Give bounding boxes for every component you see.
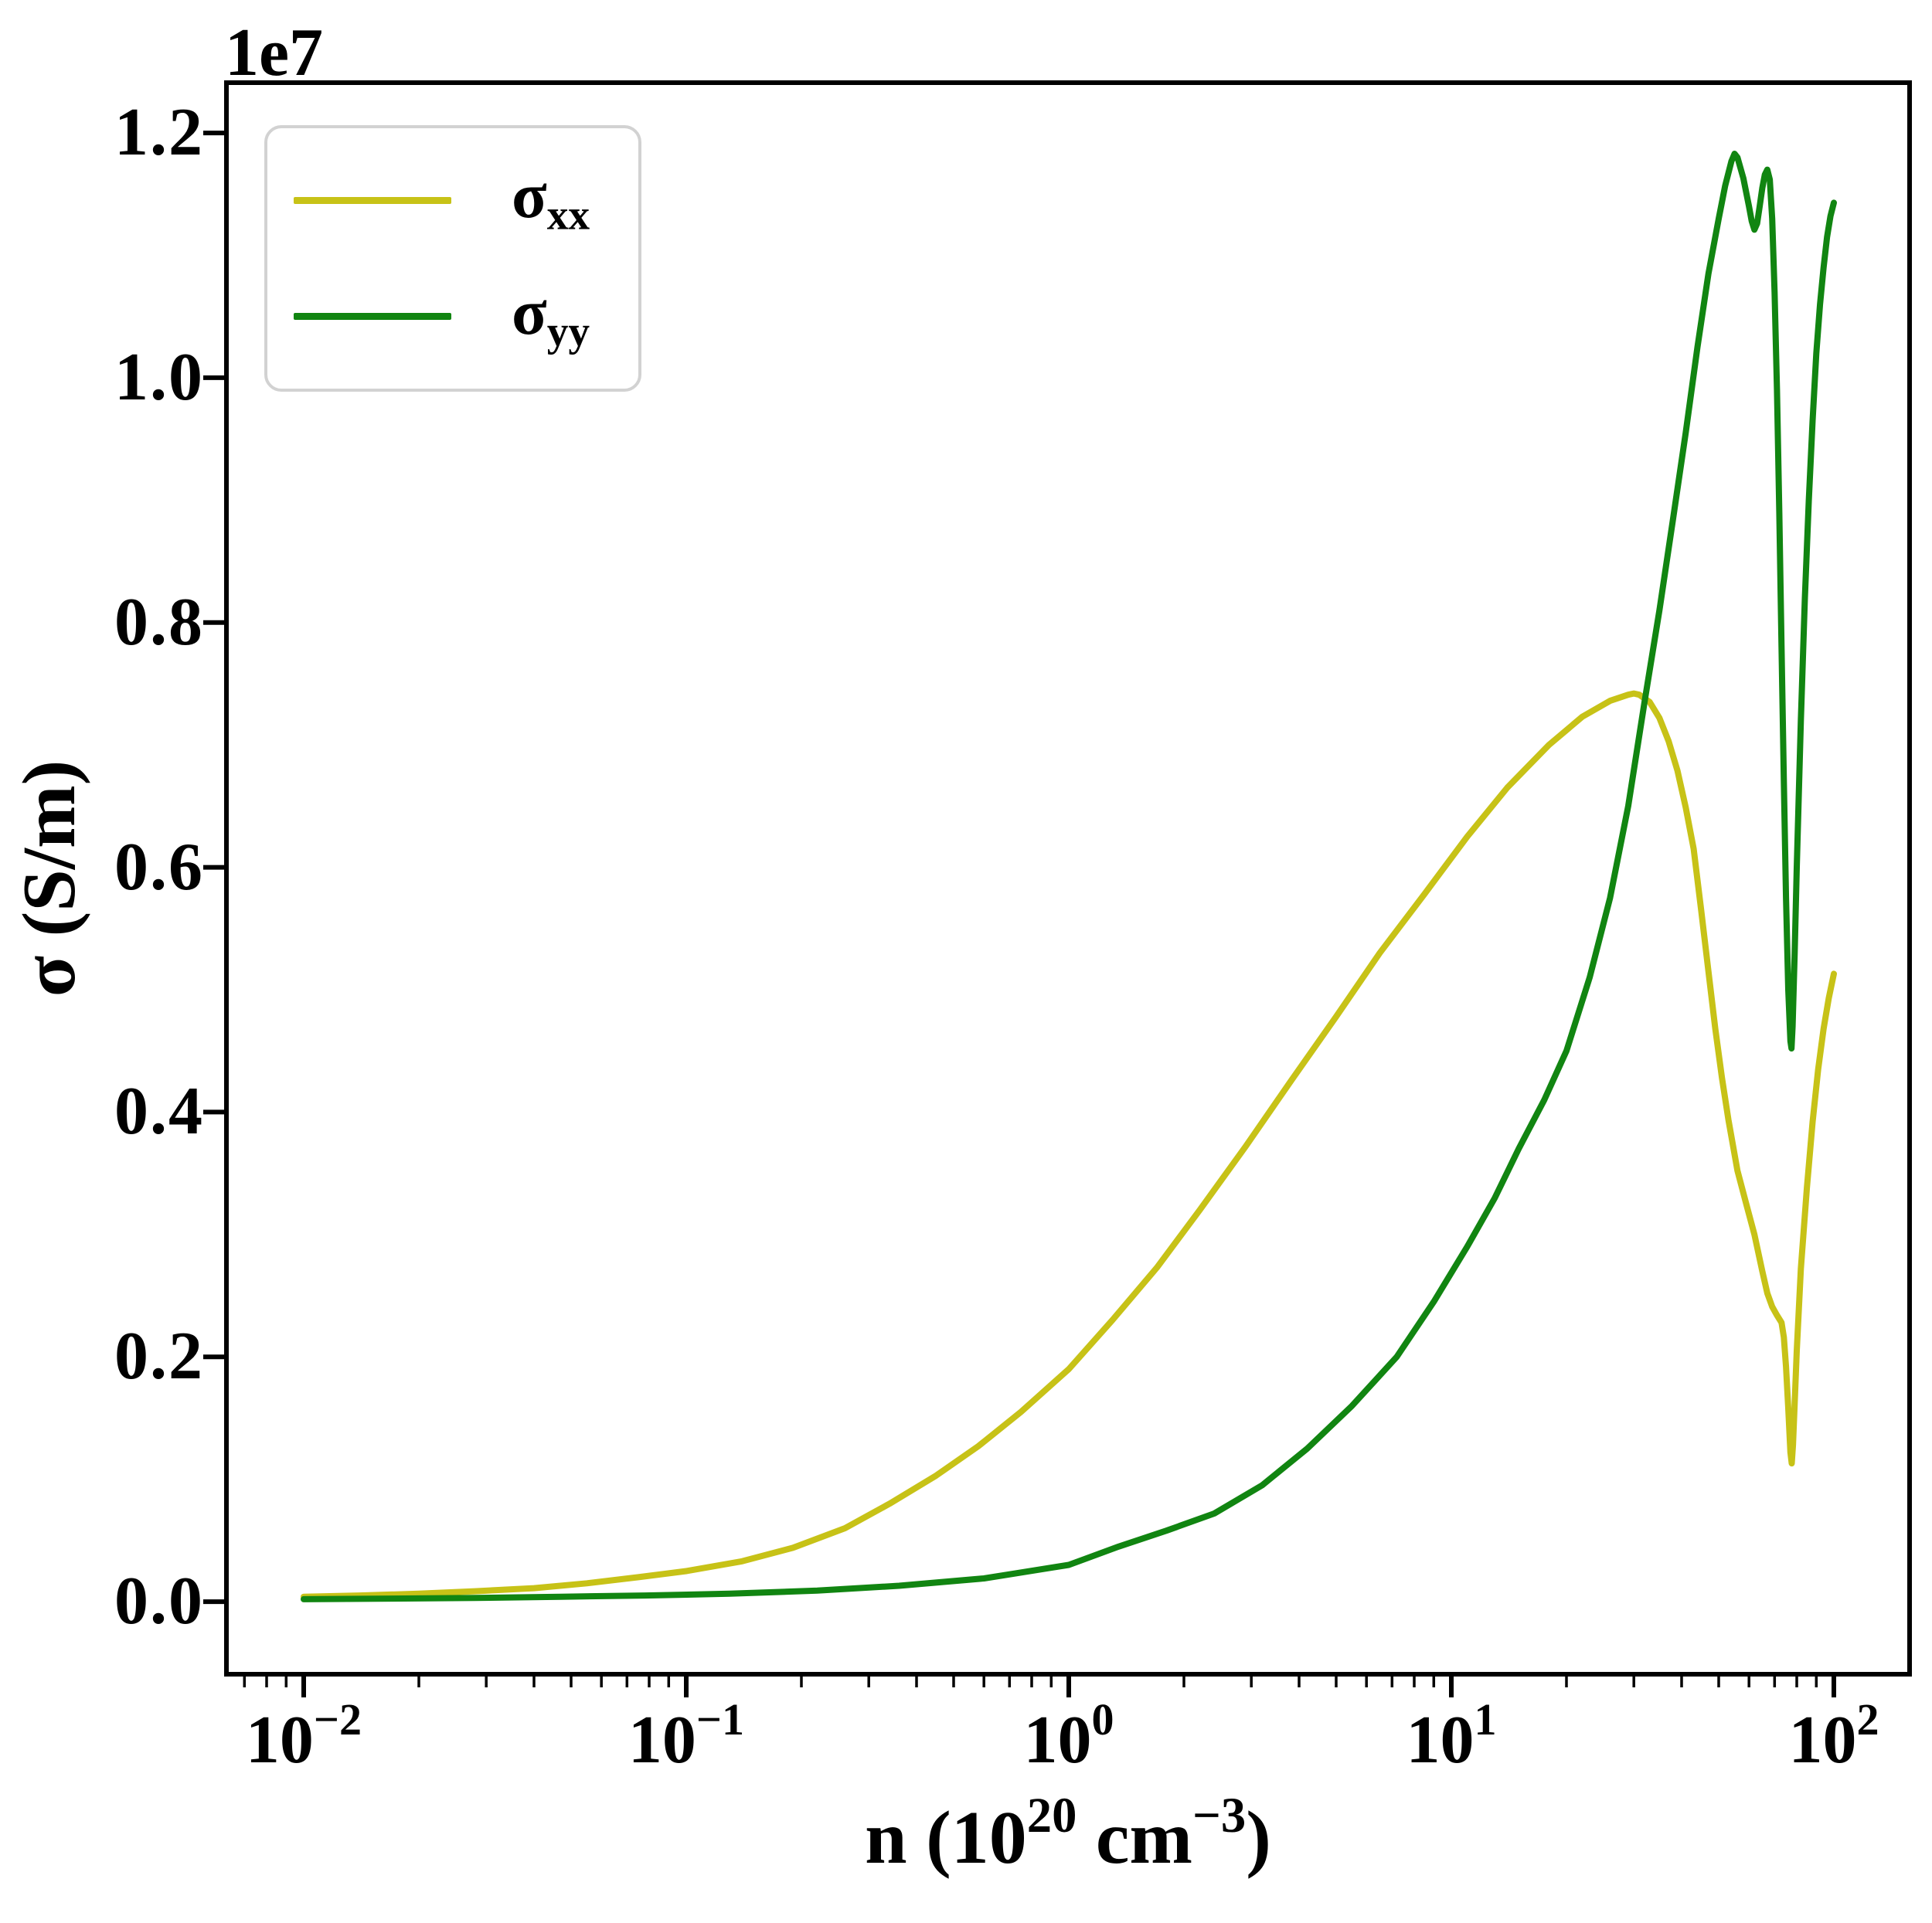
legend-item-sigma-xx: σxx [294, 164, 638, 236]
legend-item-sigma-yy: σyy [294, 280, 638, 353]
legend-label-sigma-yy: σyy [512, 280, 590, 353]
sigma-glyph: σ [512, 276, 547, 348]
sigma-glyph: σ [512, 160, 547, 233]
axes-frame [224, 80, 1912, 1677]
sigma-yy-curve [301, 151, 1837, 1602]
sigma-xx-subscript: xx [546, 191, 590, 239]
sigma-yy-subscript: yy [546, 307, 590, 355]
sigma-xx-curve [301, 690, 1837, 1600]
legend-label-sigma-xx: σxx [512, 164, 590, 236]
axis-ticks [203, 131, 1836, 1697]
legend-line-sigma-yy [294, 313, 451, 321]
legend-line-sigma-xx [294, 196, 451, 204]
curves [301, 151, 1837, 1602]
legend: σxx σyy [264, 125, 641, 392]
